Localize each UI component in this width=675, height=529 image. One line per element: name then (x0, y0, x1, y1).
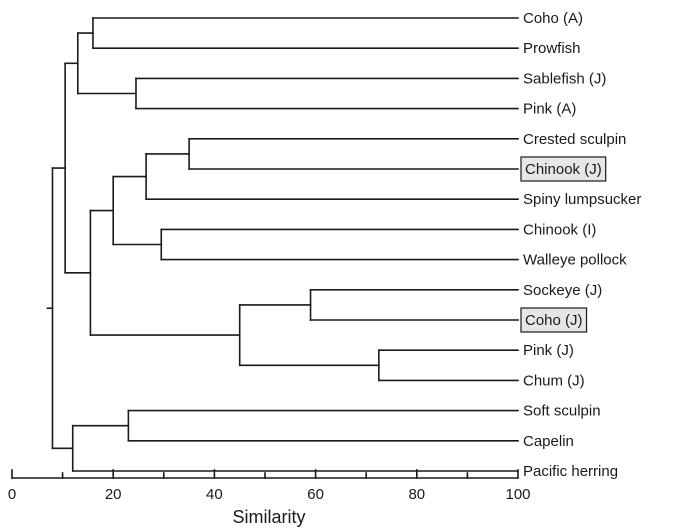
leaf-label: Spiny lumpsucker (523, 191, 641, 208)
leaf-label-group: Walleye pollock (523, 252, 627, 269)
leaf-label-group: Coho (J) (520, 307, 588, 333)
axis-ticks: 0 20 40 60 80 100 (8, 469, 531, 503)
leaf-label-group: Spiny lumpsucker (523, 191, 641, 208)
leaf-label-group: Coho (A) (523, 10, 583, 27)
leaf-label: Chum (J) (523, 372, 585, 389)
axis-tick-label: 0 (8, 486, 16, 503)
leaf-label-group: Capelin (523, 433, 574, 450)
axis-tick-label: 60 (307, 486, 324, 503)
highlight-box (520, 156, 607, 182)
leaf-label: Coho (A) (523, 10, 583, 27)
axis-tick-label: 100 (505, 486, 530, 503)
leaf-label-group: Chinook (J) (520, 156, 607, 182)
leaf-label: Capelin (523, 433, 574, 450)
dendrogram-branches (46, 17, 519, 472)
leaf-label: Chinook (I) (523, 221, 596, 238)
leaf-label-group: Pink (J) (523, 342, 574, 359)
leaf-label: Coho (J) (525, 312, 583, 329)
leaf-label: Sockeye (J) (523, 282, 602, 299)
leaf-label-group: Pink (A) (523, 101, 576, 118)
highlight-box (520, 307, 588, 333)
leaf-label-group: Crested sculpin (523, 131, 626, 148)
axis-tick-label: 40 (206, 486, 223, 503)
leaf-label: Pink (J) (523, 342, 574, 359)
leaf-label: Soft sculpin (523, 403, 601, 420)
leaf-label-group: Prowfish (523, 40, 581, 57)
leaf-labels: Coho (A) Prowfish Sablefish (J) Pink (A) Cre… (520, 10, 641, 480)
leaf-label-group: Soft sculpin (523, 403, 601, 420)
leaf-label-group: Sockeye (J) (523, 282, 602, 299)
leaf-label: Chinook (J) (525, 161, 602, 178)
axis-title: Similarity (232, 507, 305, 527)
leaf-label: Pacific herring (523, 463, 618, 480)
axis-tick-label: 80 (408, 486, 425, 503)
leaf-label-group: Sablefish (J) (523, 70, 606, 87)
leaf-label: Sablefish (J) (523, 70, 606, 87)
leaf-label-group: Chum (J) (523, 372, 585, 389)
leaf-label-group: Pacific herring (523, 463, 618, 480)
leaf-label: Prowfish (523, 40, 581, 57)
leaf-label: Crested sculpin (523, 131, 626, 148)
similarity-axis: 0 20 40 60 80 100 Similarity (8, 469, 531, 527)
leaf-label: Pink (A) (523, 101, 576, 118)
axis-tick-label: 20 (105, 486, 122, 503)
leaf-label: Walleye pollock (523, 252, 627, 269)
leaf-label-group: Chinook (I) (523, 221, 596, 238)
